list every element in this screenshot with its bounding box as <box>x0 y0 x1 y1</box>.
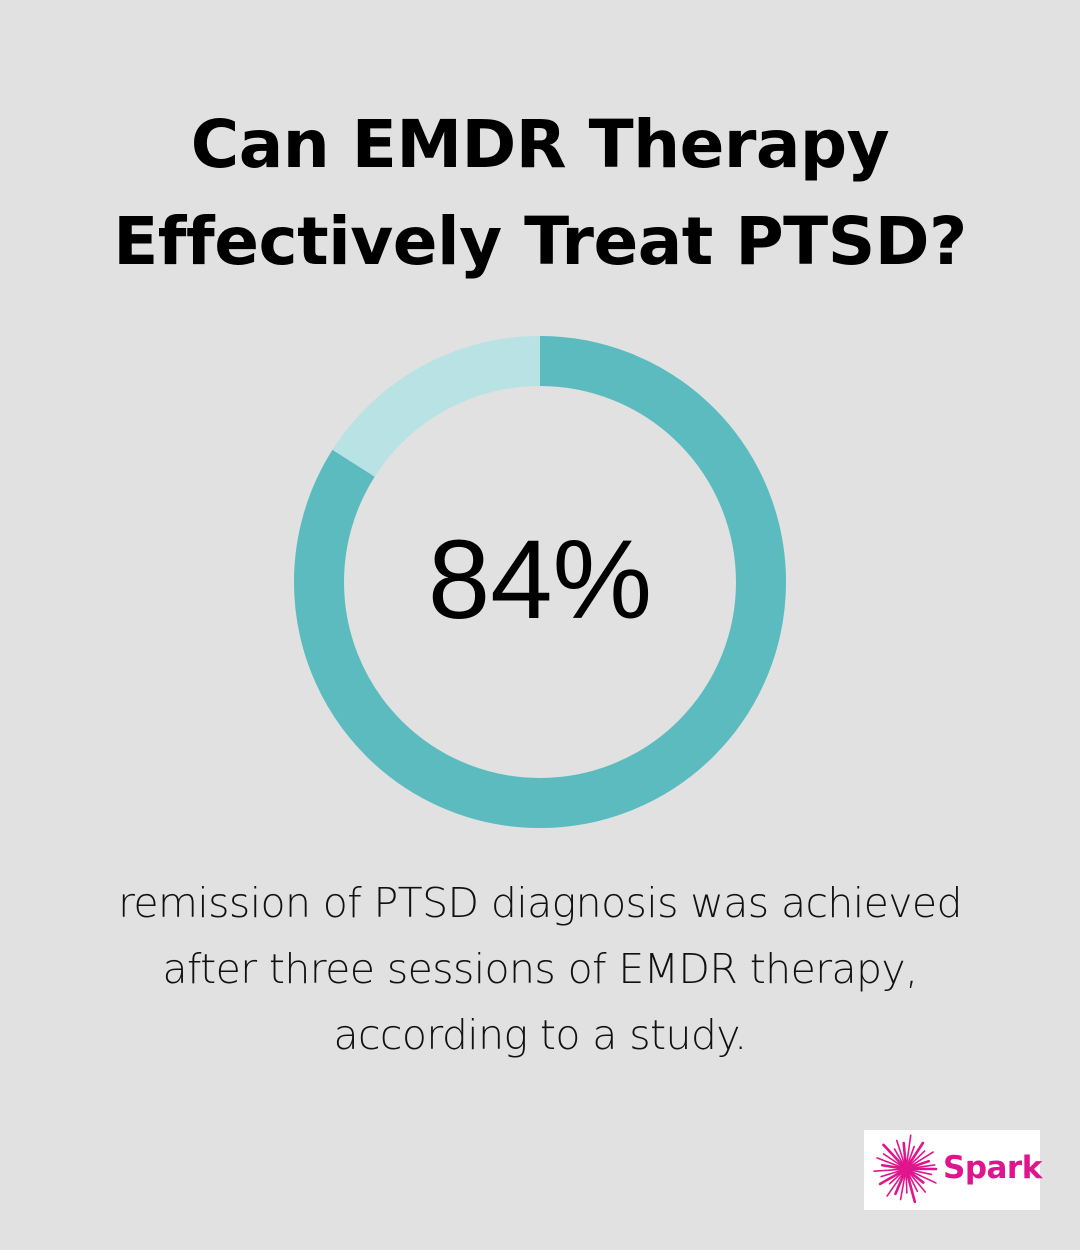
spark-logo: Spark <box>864 1130 1042 1210</box>
spark-logo-label: Spark <box>943 1150 1042 1186</box>
donut-chart <box>290 332 790 832</box>
stat-description-line-1: remission of PTSD diagnosis was achieved <box>118 879 962 927</box>
stat-description: remission of PTSD diagnosis was achieved… <box>0 870 1080 1068</box>
title-line-2: Effectively Treat PTSD? <box>113 203 967 280</box>
stat-description-line-3: according to a study. <box>333 1011 747 1059</box>
donut-segment-primary <box>294 336 786 828</box>
title-line-1: Can EMDR Therapy <box>190 106 890 183</box>
page-title: Can EMDR Therapy Effectively Treat PTSD? <box>0 96 1080 290</box>
stat-description-line-2: after three sessions of EMDR therapy, <box>162 945 919 993</box>
donut-chart-graphic <box>294 336 786 828</box>
spark-starburst-icon <box>873 1134 938 1204</box>
stat-value: 84% <box>427 517 653 642</box>
